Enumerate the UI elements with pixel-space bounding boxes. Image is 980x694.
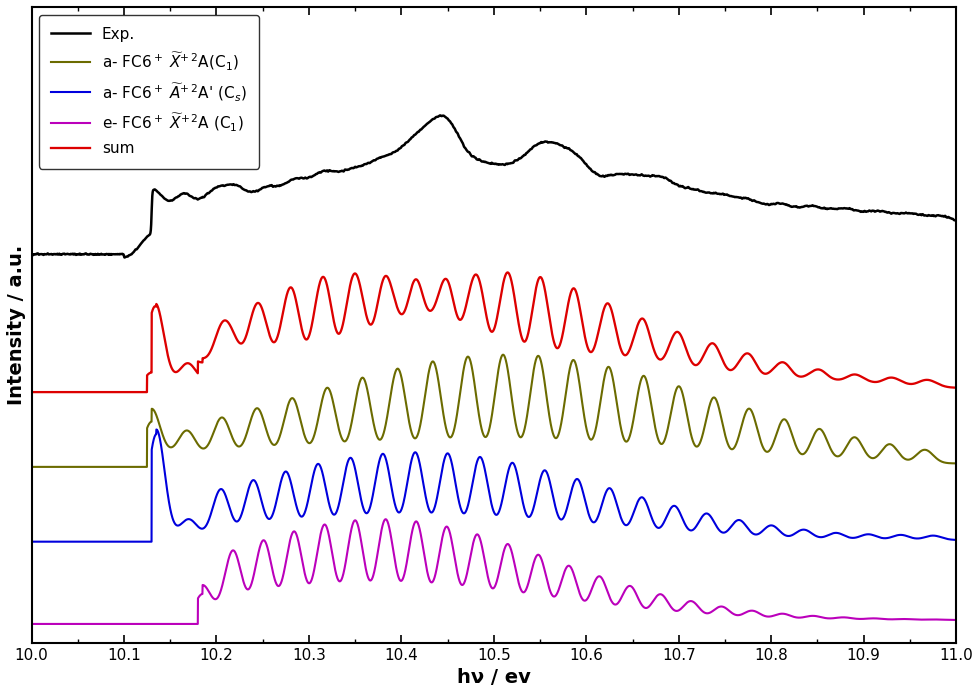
sum — [951, 384, 962, 392]
a- FC6$^+$ $\widetilde{A}$$^{+\,2}$A' (C$_s$) — [715, 528, 727, 536]
Line: e- FC6$^+$ $\widetilde{X}$$^{+\,2}$A (C$_1$): e- FC6$^+$ $\widetilde{X}$$^{+\,2}$A (C$… — [31, 519, 956, 624]
Line: Exp.: Exp. — [31, 115, 956, 257]
Line: sum: sum — [31, 273, 956, 392]
Exp. — [119, 253, 130, 262]
a- FC6$^+$ $\widetilde{X}$$^{+\,2}$A(C$_1$) — [379, 425, 391, 433]
a- FC6$^+$ $\widetilde{A}$$^{+\,2}$A' (C$_s$) — [951, 536, 962, 544]
a- FC6$^+$ $\widetilde{A}$$^{+\,2}$A' (C$_s$) — [627, 510, 639, 518]
a- FC6$^+$ $\widetilde{X}$$^{+\,2}$A(C$_1$) — [580, 423, 592, 432]
a- FC6$^+$ $\widetilde{X}$$^{+\,2}$A(C$_1$) — [715, 416, 727, 424]
Exp. — [951, 217, 962, 225]
a- FC6$^+$ $\widetilde{X}$$^{+\,2}$A(C$_1$) — [627, 418, 639, 426]
a- FC6$^+$ $\widetilde{X}$$^{+\,2}$A(C$_1$) — [951, 459, 962, 468]
e- FC6$^+$ $\widetilde{X}$$^{+\,2}$A (C$_1$) — [580, 596, 592, 604]
a- FC6$^+$ $\widetilde{X}$$^{+\,2}$A(C$_1$) — [497, 350, 509, 359]
sum — [379, 272, 391, 280]
sum — [580, 339, 592, 347]
Exp. — [25, 251, 37, 259]
Legend: Exp., a- FC6$^+$ $\widetilde{X}$$^{+\,2}$A(C$_1$), a- FC6$^+$ $\widetilde{A}$$^{: Exp., a- FC6$^+$ $\widetilde{X}$$^{+\,2}… — [39, 15, 259, 169]
X-axis label: hν / ev: hν / ev — [457, 668, 531, 687]
a- FC6$^+$ $\widetilde{A}$$^{+\,2}$A' (C$_s$) — [379, 452, 391, 461]
a- FC6$^+$ $\widetilde{A}$$^{+\,2}$A' (C$_s$) — [786, 531, 798, 539]
Exp. — [786, 203, 798, 211]
sum — [194, 358, 206, 366]
Exp. — [434, 111, 446, 119]
sum — [715, 354, 727, 362]
a- FC6$^+$ $\widetilde{X}$$^{+\,2}$A(C$_1$) — [194, 442, 206, 450]
e- FC6$^+$ $\widetilde{X}$$^{+\,2}$A (C$_1$) — [627, 584, 639, 593]
e- FC6$^+$ $\widetilde{X}$$^{+\,2}$A (C$_1$) — [715, 602, 727, 611]
Exp. — [379, 152, 391, 160]
a- FC6$^+$ $\widetilde{A}$$^{+\,2}$A' (C$_s$) — [151, 425, 163, 434]
Exp. — [194, 194, 206, 203]
Line: a- FC6$^+$ $\widetilde{A}$$^{+\,2}$A' (C$_s$): a- FC6$^+$ $\widetilde{A}$$^{+\,2}$A' (C… — [31, 430, 956, 542]
e- FC6$^+$ $\widetilde{X}$$^{+\,2}$A (C$_1$) — [25, 620, 37, 628]
sum — [627, 336, 639, 344]
e- FC6$^+$ $\widetilde{X}$$^{+\,2}$A (C$_1$) — [194, 592, 206, 600]
sum — [502, 269, 514, 277]
a- FC6$^+$ $\widetilde{X}$$^{+\,2}$A(C$_1$) — [25, 463, 37, 471]
Exp. — [716, 190, 728, 198]
Line: a- FC6$^+$ $\widetilde{X}$$^{+\,2}$A(C$_1$): a- FC6$^+$ $\widetilde{X}$$^{+\,2}$A(C$_… — [31, 355, 956, 467]
a- FC6$^+$ $\widetilde{X}$$^{+\,2}$A(C$_1$) — [786, 430, 798, 439]
sum — [786, 366, 798, 375]
a- FC6$^+$ $\widetilde{A}$$^{+\,2}$A' (C$_s$) — [580, 501, 592, 509]
Exp. — [627, 171, 639, 179]
a- FC6$^+$ $\widetilde{A}$$^{+\,2}$A' (C$_s$) — [194, 524, 206, 532]
sum — [25, 388, 37, 396]
e- FC6$^+$ $\widetilde{X}$$^{+\,2}$A (C$_1$) — [951, 616, 962, 624]
Exp. — [580, 160, 592, 169]
e- FC6$^+$ $\widetilde{X}$$^{+\,2}$A (C$_1$) — [380, 515, 392, 523]
e- FC6$^+$ $\widetilde{X}$$^{+\,2}$A (C$_1$) — [379, 516, 391, 524]
e- FC6$^+$ $\widetilde{X}$$^{+\,2}$A (C$_1$) — [786, 612, 798, 620]
a- FC6$^+$ $\widetilde{A}$$^{+\,2}$A' (C$_s$) — [25, 538, 37, 546]
Y-axis label: Intensity / a.u.: Intensity / a.u. — [7, 245, 25, 405]
